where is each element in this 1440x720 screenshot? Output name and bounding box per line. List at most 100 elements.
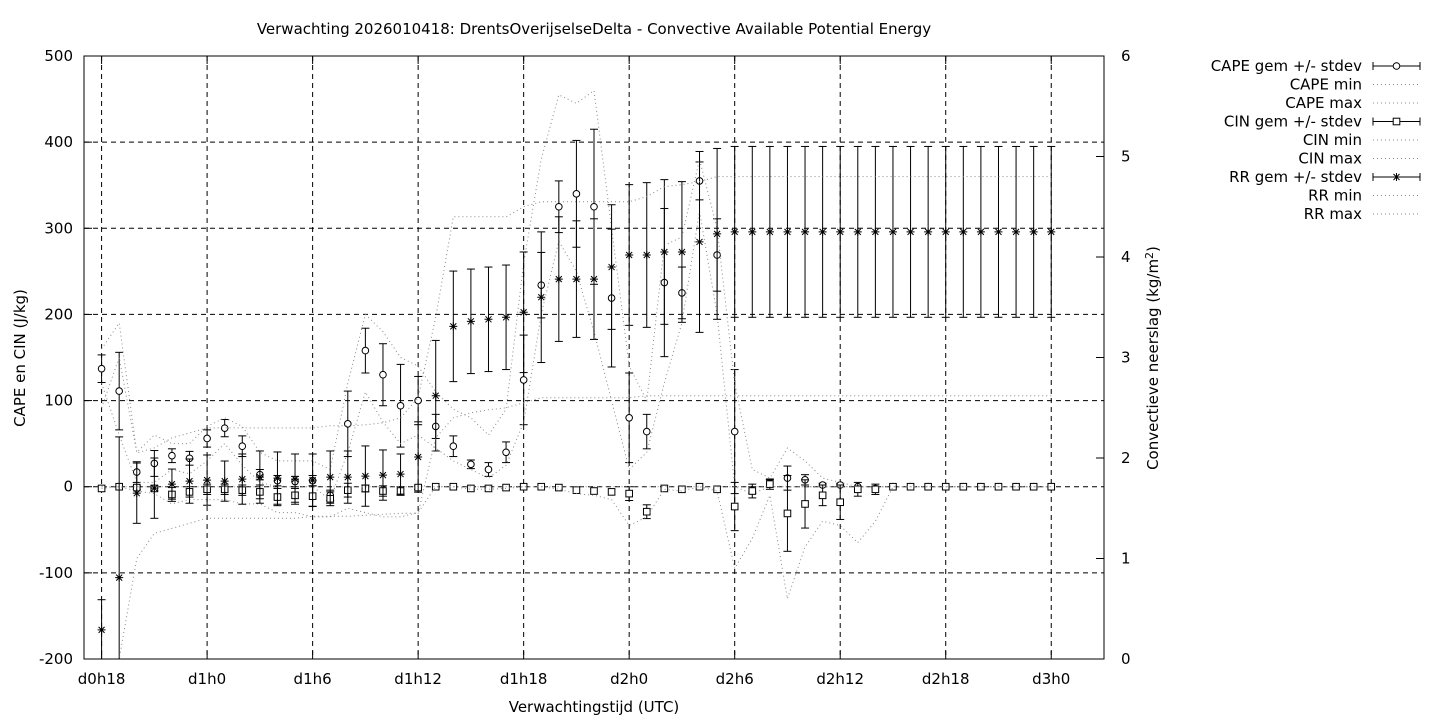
data-point: [554, 275, 563, 284]
data-point: [695, 237, 704, 246]
legend-label: CAPE max: [1285, 94, 1362, 112]
data-point: [1029, 227, 1038, 236]
legend-marker: [1392, 173, 1401, 181]
data-point: [1047, 482, 1056, 491]
data-point: [959, 227, 968, 236]
y-tick-label: 300: [44, 219, 73, 237]
data-point: [431, 482, 440, 491]
data-point: [625, 250, 634, 259]
data-point: [273, 474, 282, 483]
data-point: [730, 502, 739, 511]
data-point: [537, 293, 546, 302]
data-point: [519, 376, 528, 384]
x-tick-label: d1h6: [294, 670, 332, 688]
x-tick-label: d1h0: [188, 670, 226, 688]
y2-tick-label: 1: [1121, 550, 1131, 568]
data-point: [291, 475, 300, 484]
legend-marker: [1392, 117, 1401, 126]
data-point: [238, 475, 247, 484]
data-point: [467, 460, 475, 469]
data-point: [502, 313, 511, 322]
y-tick-label: 500: [44, 47, 73, 65]
data-point: [590, 487, 598, 495]
y-tick-label: -100: [39, 564, 73, 582]
series-line: [101, 395, 1052, 659]
data-point: [871, 485, 880, 494]
data-point: [695, 482, 704, 491]
data-point: [888, 227, 897, 236]
series-6: [97, 145, 1056, 659]
data-point: [818, 491, 827, 500]
data-point: [414, 452, 423, 461]
data-point: [572, 486, 581, 494]
y2-tick-label: 6: [1121, 47, 1131, 65]
x-tick-label: d3h0: [1032, 670, 1070, 688]
data-point: [642, 507, 651, 516]
data-point: [115, 387, 123, 395]
data-point: [449, 442, 458, 451]
data-point: [801, 227, 810, 236]
data-point: [783, 509, 792, 518]
data-point: [678, 485, 686, 494]
data-point: [977, 482, 985, 491]
data-point: [97, 364, 106, 373]
data-point: [431, 391, 440, 400]
legend-label: CAPE gem +/- stdev: [1211, 57, 1362, 75]
data-point: [379, 370, 387, 379]
data-point: [326, 473, 335, 482]
x-tick-label: d2h6: [716, 670, 754, 688]
y-tick-label: -200: [39, 650, 73, 668]
data-point: [220, 477, 229, 486]
legend-label: RR min: [1308, 187, 1362, 205]
data-point: [765, 227, 774, 236]
legend-label: RR gem +/- stdev: [1229, 168, 1362, 186]
data-point: [642, 427, 651, 436]
data-point: [378, 471, 387, 480]
data-point: [748, 487, 757, 495]
legend-label: CIN gem +/- stdev: [1224, 113, 1362, 131]
data-point: [220, 424, 229, 432]
y-tick-label: 200: [44, 305, 73, 323]
data-point: [660, 484, 669, 493]
legend-label: CIN max: [1298, 150, 1362, 168]
data-point: [818, 227, 827, 236]
y2-tick-label: 3: [1121, 349, 1131, 367]
data-point: [555, 483, 563, 492]
data-point: [484, 315, 493, 324]
data-point: [484, 484, 493, 493]
data-point: [255, 473, 264, 482]
data-point: [590, 202, 598, 211]
data-point: [185, 477, 194, 486]
data-point: [853, 227, 862, 236]
data-point: [203, 434, 211, 443]
data-point: [713, 229, 722, 238]
data-point: [396, 401, 405, 410]
y2-tick-label: 4: [1121, 248, 1131, 266]
x-tick-label: d2h0: [610, 670, 648, 688]
data-point: [607, 263, 616, 272]
data-point: [132, 489, 141, 498]
data-point: [1047, 227, 1056, 236]
data-point: [590, 275, 598, 284]
data-point: [115, 573, 124, 582]
legend-marker: [1392, 62, 1401, 70]
data-point: [150, 484, 159, 493]
data-point: [308, 476, 317, 485]
x-tick-label: d2h18: [922, 670, 970, 688]
data-point: [555, 202, 563, 211]
legend-label: CAPE min: [1290, 76, 1362, 94]
data-point: [783, 227, 792, 236]
data-point: [871, 227, 880, 236]
axes: d0h18 d1h0 d1h6 d1h12 d1h18 d2h0 d2h6 d2h12 d2h1…: [39, 47, 1131, 688]
legend-label: RR max: [1304, 205, 1362, 223]
y-tick-label: 0: [63, 478, 73, 496]
data-point: [502, 483, 510, 492]
y2-tick-label: 5: [1121, 148, 1131, 166]
data-point: [467, 484, 475, 493]
data-point: [941, 227, 950, 236]
data-point: [502, 448, 510, 457]
data-point: [625, 414, 633, 422]
legend-label: CIN min: [1303, 131, 1362, 149]
